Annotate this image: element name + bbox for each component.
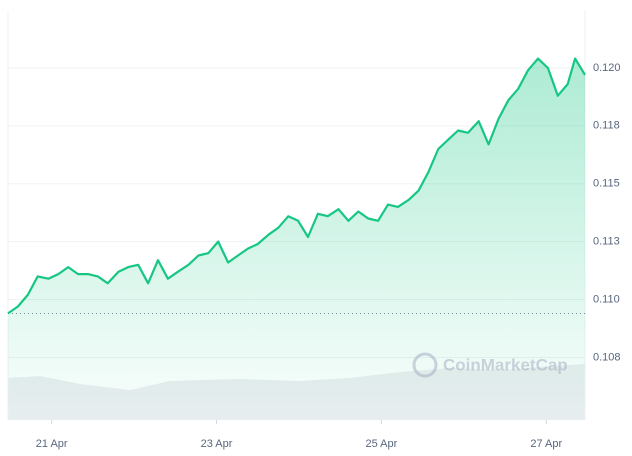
- y-tick-label: 0.113: [593, 236, 620, 248]
- y-tick-label: 0.118: [593, 120, 620, 132]
- x-tick-label: 21 Apr: [36, 438, 68, 450]
- watermark: CoinMarketCap: [412, 352, 568, 378]
- watermark-logo: [412, 352, 438, 378]
- y-tick-label: 0.108: [593, 351, 621, 363]
- watermark-text: CoinMarketCap: [443, 355, 568, 374]
- x-tick-label: 27 Apr: [530, 438, 562, 450]
- x-tick-label: 25 Apr: [365, 438, 397, 450]
- price-line: [7, 57, 586, 315]
- y-tick-label: 0.115: [593, 178, 620, 190]
- y-tick-label: 0.110: [593, 293, 620, 305]
- y-tick-label: 0.120: [593, 62, 621, 74]
- area: [8, 58, 585, 420]
- x-tick-label: 23 Apr: [201, 438, 233, 450]
